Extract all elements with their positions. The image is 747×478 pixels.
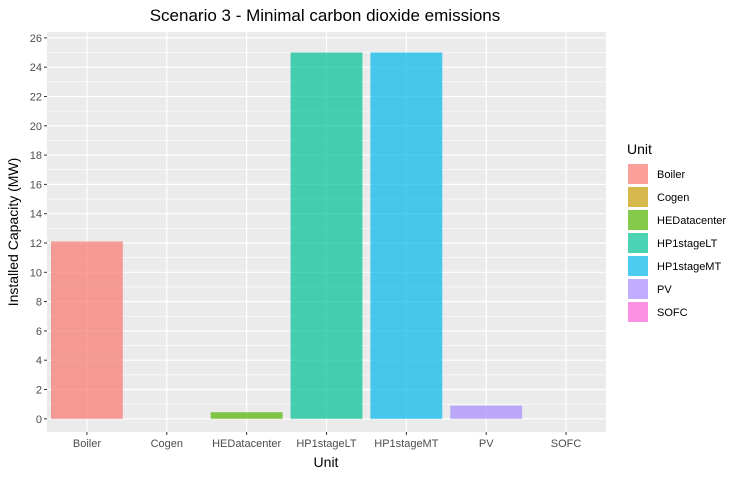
- legend-key-hedatacenter: [628, 210, 648, 230]
- legend-label-boiler: Boiler: [657, 169, 685, 181]
- legend-key-hp1stagelt: [628, 233, 648, 253]
- legend-key-boiler: [628, 164, 648, 184]
- y-tick-label: 10: [30, 267, 42, 279]
- y-tick-label: 16: [30, 179, 42, 191]
- y-tick-label: 24: [30, 62, 42, 74]
- y-tick-label: 0: [36, 414, 42, 426]
- y-tick-label: 8: [36, 297, 42, 309]
- x-tick-label: HP1stageLT: [296, 438, 357, 450]
- legend-key-cogen: [628, 187, 648, 207]
- legend-items: Boiler Cogen HEDatacenter HP1stageLT HP1stag…: [628, 164, 726, 322]
- y-tick-label: 2: [36, 385, 42, 397]
- bar-hp1stagelt: [290, 52, 363, 419]
- x-axis: Boiler Cogen HEDatacenter HP1stageLT HP1stag…: [73, 432, 582, 450]
- legend-label-sofc: SOFC: [657, 307, 688, 319]
- legend-label-cogen: Cogen: [657, 192, 689, 204]
- bars: [50, 52, 523, 419]
- y-tick-label: 22: [30, 91, 42, 103]
- y-tick-label: 6: [36, 326, 42, 338]
- x-tick-label: Boiler: [73, 438, 101, 450]
- legend-key-pv: [628, 279, 648, 299]
- legend-title: Unit: [627, 141, 652, 157]
- bar-hp1stagemt: [370, 52, 443, 419]
- chart-title: Scenario 3 - Minimal carbon dioxide emis…: [150, 6, 501, 25]
- y-axis-title: Installed Capacity (MW): [5, 158, 21, 307]
- x-tick-label: SOFC: [551, 438, 582, 450]
- y-tick-label: 12: [30, 238, 42, 250]
- x-tick-label: HEDatacenter: [212, 438, 281, 450]
- legend-label-hp1stagemt: HP1stageMT: [657, 261, 721, 273]
- bar-pv: [450, 405, 523, 419]
- x-tick-label: Cogen: [151, 438, 183, 450]
- y-tick-label: 14: [30, 209, 42, 221]
- legend-label-hedatacenter: HEDatacenter: [657, 215, 726, 227]
- legend: Unit Boiler Cogen HEDatacenter HP1stageLT HP…: [627, 141, 726, 322]
- legend-label-pv: PV: [657, 284, 672, 296]
- legend-key-sofc: [628, 302, 648, 322]
- bar-hedatacenter: [210, 412, 283, 419]
- x-tick-label: HP1stageMT: [374, 438, 438, 450]
- legend-key-hp1stagemt: [628, 256, 648, 276]
- y-tick-label: 20: [30, 121, 42, 133]
- legend-label-hp1stagelt: HP1stageLT: [657, 238, 718, 250]
- y-tick-label: 26: [30, 33, 42, 45]
- x-axis-title: Unit: [314, 454, 339, 470]
- y-tick-label: 18: [30, 150, 42, 162]
- y-tick-label: 4: [36, 355, 42, 367]
- x-tick-label: PV: [479, 438, 494, 450]
- bar-boiler: [50, 241, 123, 419]
